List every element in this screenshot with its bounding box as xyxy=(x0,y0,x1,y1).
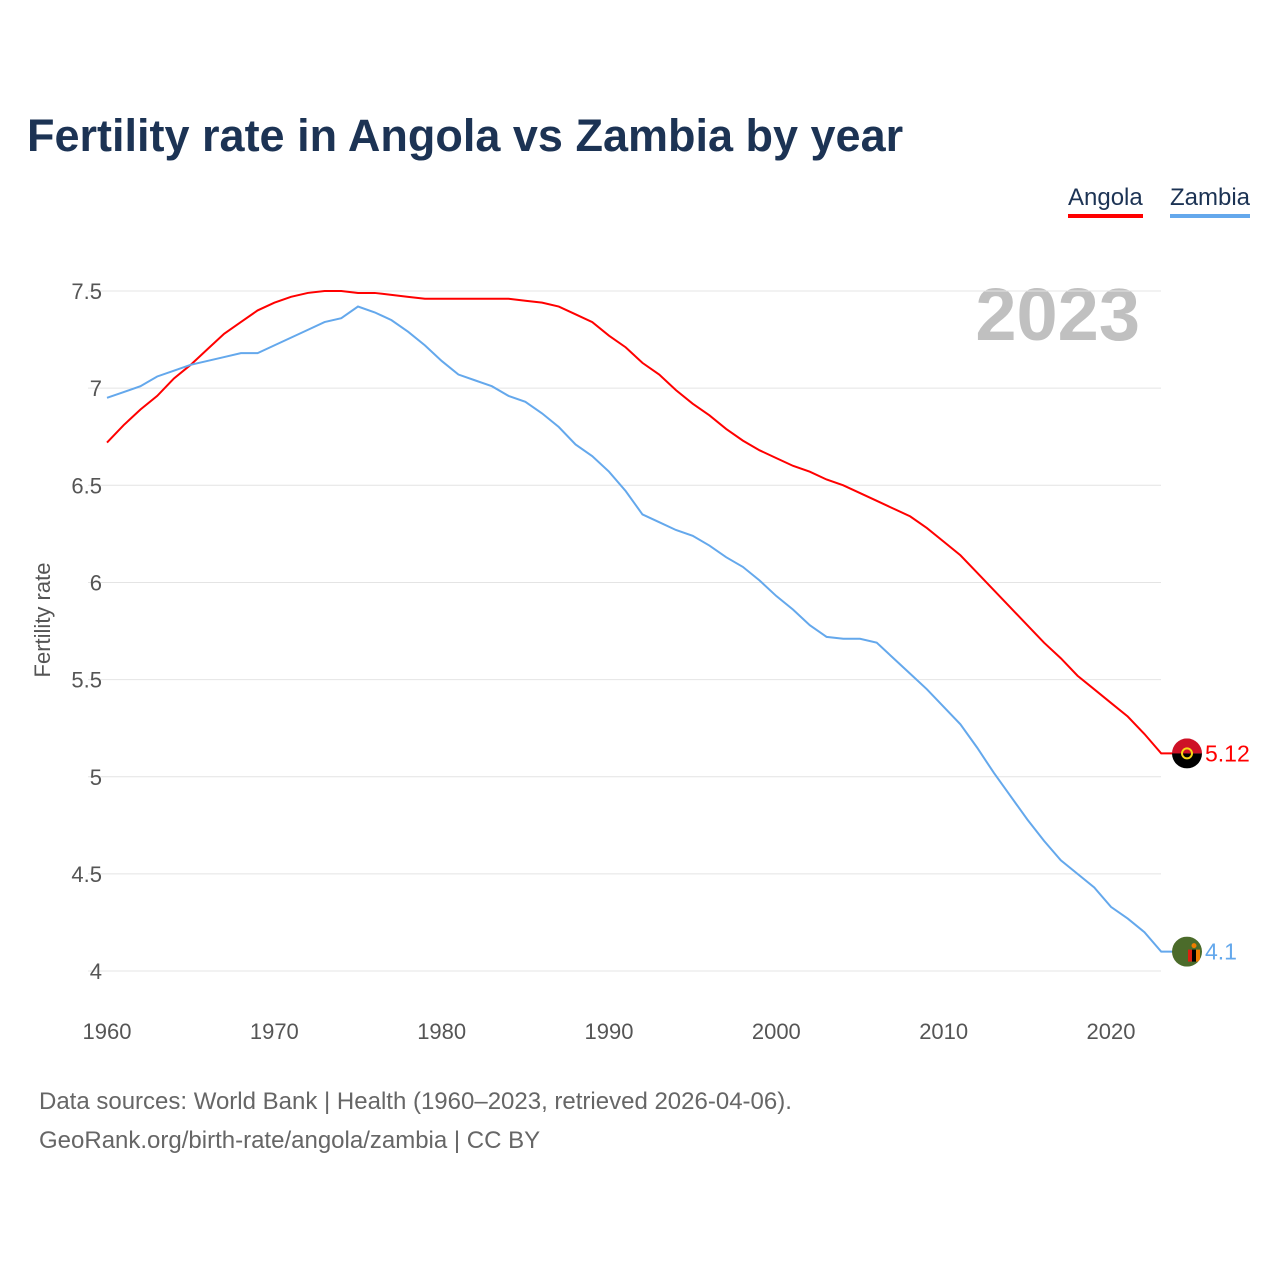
series-line-zambia xyxy=(106,305,1187,953)
y-tick-label: 5 xyxy=(90,765,102,790)
x-tick-label: 2000 xyxy=(752,1019,801,1044)
x-tick-label: 1990 xyxy=(585,1019,634,1044)
footer-link[interactable]: GeoRank.org/birth-rate/angola/zambia | C… xyxy=(39,1127,541,1154)
x-tick-label: 2020 xyxy=(1087,1019,1136,1044)
y-tick-label: 4 xyxy=(90,959,102,984)
legend-zambia[interactable]: Zambia xyxy=(1170,184,1251,218)
x-tick-label: 1960 xyxy=(83,1019,132,1044)
x-tick-label: 2010 xyxy=(919,1019,968,1044)
y-axis-label: Fertility rate xyxy=(30,563,55,678)
x-tick-label: 1980 xyxy=(417,1019,466,1044)
chart-title: Fertility rate in Angola vs Zambia by ye… xyxy=(27,110,904,161)
angola-flag-icon xyxy=(1172,738,1202,769)
y-tick-label: 7 xyxy=(90,376,102,401)
series-line-angola xyxy=(106,290,1187,755)
footer-sources: Data sources: World Bank | Health (1960–… xyxy=(39,1088,792,1115)
y-tick-label: 6.5 xyxy=(71,473,102,498)
year-watermark: 2023 xyxy=(975,273,1140,356)
y-tick-label: 4.5 xyxy=(71,862,102,887)
x-tick-label: 1970 xyxy=(250,1019,299,1044)
y-tick-label: 6 xyxy=(90,570,102,595)
end-value-zambia: 4.1 xyxy=(1205,939,1237,965)
y-tick-label: 5.5 xyxy=(71,668,102,693)
y-tick-label: 7.5 xyxy=(71,279,102,304)
zambia-flag-icon xyxy=(1172,936,1202,967)
legend-angola[interactable]: Angola xyxy=(1068,184,1143,218)
end-value-angola: 5.12 xyxy=(1205,740,1250,766)
